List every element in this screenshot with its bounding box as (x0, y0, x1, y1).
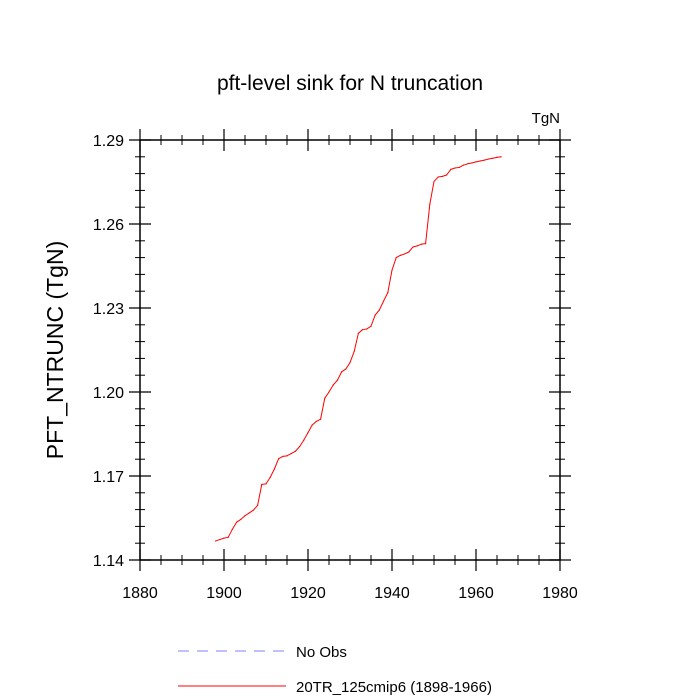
data-point (320, 418, 322, 420)
x-tick-label: 1880 (122, 585, 158, 602)
data-point (286, 455, 288, 457)
data-point (349, 362, 351, 364)
data-point (215, 540, 217, 542)
data-point (353, 350, 355, 352)
data-point (278, 458, 280, 460)
data-point (252, 509, 254, 511)
data-point (265, 483, 267, 485)
data-point (462, 164, 464, 166)
legend-label: 20TR_125cmip6 (1898-1966) (296, 679, 492, 696)
data-point (420, 243, 422, 245)
data-point (290, 453, 292, 455)
data-point (244, 515, 246, 517)
data-point (231, 528, 233, 530)
data-point (475, 161, 477, 163)
data-point (311, 424, 313, 426)
data-point (399, 254, 401, 256)
data-point (479, 160, 481, 162)
data-point (240, 518, 242, 521)
data-point (328, 391, 330, 393)
units-label: TgN (532, 110, 560, 127)
data-point (370, 325, 372, 327)
data-point (395, 257, 397, 259)
data-point (446, 174, 448, 176)
y-tick-label: 1.14 (93, 553, 124, 570)
data-point (299, 446, 301, 448)
data-point (357, 332, 359, 334)
y-tick-label: 1.20 (93, 385, 124, 402)
x-tick-label: 1940 (374, 585, 410, 602)
series-group (215, 156, 502, 542)
data-point (315, 420, 317, 422)
data-point (345, 368, 347, 370)
data-point (437, 176, 439, 178)
data-point (408, 251, 410, 253)
data-point (412, 246, 414, 248)
data-point (374, 314, 376, 316)
data-point (433, 180, 435, 183)
data-point (236, 521, 238, 523)
x-tick-label: 1920 (290, 585, 326, 602)
data-point (294, 450, 296, 452)
axis-tick-labels: 1880 1900 1920 1940 1960 1980 1.14 1.17 1.20 1.23… (93, 133, 578, 602)
data-point (227, 536, 229, 538)
data-point (471, 162, 473, 164)
data-point (454, 167, 456, 169)
data-point (441, 175, 443, 177)
data-point (273, 468, 275, 470)
y-tick-label: 1.29 (93, 133, 124, 150)
series-line (215, 156, 502, 542)
data-point (303, 439, 305, 441)
data-point (500, 156, 502, 158)
data-point (282, 455, 284, 457)
y-tick-label: 1.17 (93, 469, 124, 486)
data-point (416, 245, 418, 247)
axis-ticks (129, 129, 571, 571)
y-axis-label: PFT_NTRUNC (TgN) (42, 241, 68, 460)
x-tick-label: 1980 (542, 585, 578, 602)
y-tick-label: 1.23 (93, 301, 124, 318)
data-point (404, 253, 406, 255)
data-point (391, 269, 393, 271)
data-point (492, 157, 494, 159)
data-point (496, 156, 498, 158)
x-tick-label: 1960 (458, 585, 494, 602)
plot-frame (139, 139, 561, 561)
data-point (336, 379, 338, 381)
data-point (261, 483, 263, 485)
data-point (488, 158, 490, 160)
data-point (366, 328, 368, 330)
data-point (362, 328, 364, 331)
data-point (429, 203, 431, 205)
data-point (257, 504, 259, 506)
data-point (248, 512, 250, 514)
legend: No Obs 20TR_125cmip6 (1898-1966) (178, 644, 492, 696)
data-point (269, 476, 271, 478)
data-point (219, 538, 221, 541)
data-point (223, 537, 225, 539)
x-tick-label: 1900 (206, 585, 242, 602)
y-tick-label: 1.26 (93, 217, 124, 234)
data-point (324, 397, 326, 399)
data-point (332, 384, 334, 386)
data-point (425, 243, 427, 245)
chart-title: pft-level sink for N truncation (217, 72, 483, 95)
data-point (458, 166, 460, 169)
data-point (307, 432, 309, 434)
data-point (378, 309, 380, 311)
data-point (450, 168, 452, 170)
data-point (341, 371, 343, 373)
legend-label: No Obs (296, 644, 347, 661)
data-point (383, 300, 385, 302)
data-point (483, 159, 485, 161)
data-point (467, 163, 469, 165)
data-point (387, 292, 389, 294)
